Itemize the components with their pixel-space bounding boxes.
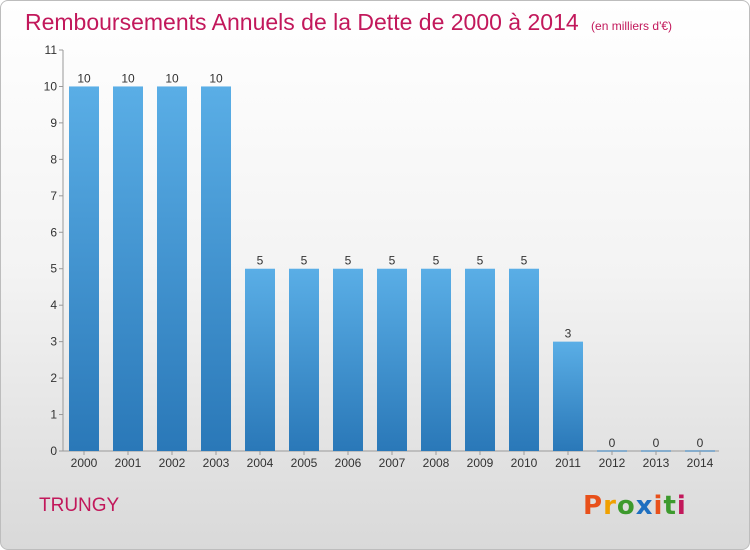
x-tick-label: 2003 — [203, 456, 230, 470]
logo-letter: r — [603, 491, 617, 521]
y-tick-label: 3 — [50, 335, 57, 349]
data-label: 5 — [521, 254, 528, 268]
y-tick-label: 2 — [50, 371, 57, 385]
bar — [553, 341, 583, 451]
y-tick-label: 11 — [45, 43, 58, 57]
x-tick-label: 2009 — [467, 456, 494, 470]
data-label: 5 — [477, 254, 484, 268]
x-tick-label: 2010 — [511, 456, 538, 470]
data-label: 3 — [565, 327, 572, 341]
data-label: 10 — [77, 71, 91, 85]
bar — [509, 268, 539, 451]
data-label: 0 — [697, 436, 704, 450]
y-tick-label: 9 — [50, 116, 57, 130]
data-label: 0 — [653, 436, 660, 450]
logo-letter: i — [653, 491, 664, 521]
bar — [333, 268, 363, 451]
x-tick-label: 2014 — [687, 456, 714, 470]
data-label: 5 — [257, 254, 264, 268]
logo-letter: i — [676, 491, 687, 521]
x-tick-label: 2001 — [115, 456, 142, 470]
chart-title-text: Remboursements Annuels de la Dette de 20… — [25, 9, 579, 35]
data-label: 5 — [301, 254, 308, 268]
x-tick-label: 2005 — [291, 456, 318, 470]
bar — [201, 86, 231, 452]
data-label: 5 — [433, 254, 440, 268]
logo-letter: t — [663, 491, 677, 521]
data-label: 10 — [121, 71, 135, 85]
x-tick-label: 2006 — [335, 456, 362, 470]
bar — [289, 268, 319, 451]
y-tick-label: 4 — [50, 298, 57, 312]
data-label: 0 — [609, 436, 616, 450]
logo-letter: P — [583, 491, 604, 521]
bar — [465, 268, 495, 451]
data-label: 5 — [345, 254, 352, 268]
proxiti-logo: Proxiti — [583, 491, 687, 521]
y-tick-label: 7 — [50, 189, 57, 203]
x-tick-label: 2008 — [423, 456, 450, 470]
data-label: 10 — [165, 71, 179, 85]
logo-letter: o — [616, 491, 636, 521]
y-tick-label: 5 — [50, 262, 57, 276]
bar — [113, 86, 143, 452]
chart-subtitle: (en milliers d'€) — [591, 19, 673, 33]
bar — [245, 268, 275, 451]
bar — [421, 268, 451, 451]
x-tick-label: 2007 — [379, 456, 406, 470]
chart-title: Remboursements Annuels de la Dette de 20… — [25, 9, 672, 36]
x-tick-label: 2002 — [159, 456, 186, 470]
x-tick-label: 2004 — [247, 456, 274, 470]
y-tick-label: 0 — [50, 444, 57, 458]
x-tick-label: 2013 — [643, 456, 670, 470]
data-label: 10 — [209, 71, 223, 85]
y-tick-label: 8 — [50, 152, 57, 166]
bar — [157, 86, 187, 452]
bar — [69, 86, 99, 452]
x-tick-label: 2011 — [555, 456, 581, 470]
x-tick-label: 2000 — [71, 456, 98, 470]
data-label: 5 — [389, 254, 396, 268]
y-tick-label: 10 — [44, 79, 58, 93]
place-name: TRUNGY — [39, 495, 120, 516]
y-tick-label: 6 — [50, 225, 57, 239]
x-tick-label: 2012 — [599, 456, 626, 470]
logo-letter: x — [635, 491, 654, 521]
y-tick-label: 1 — [50, 408, 57, 422]
bar — [377, 268, 407, 451]
